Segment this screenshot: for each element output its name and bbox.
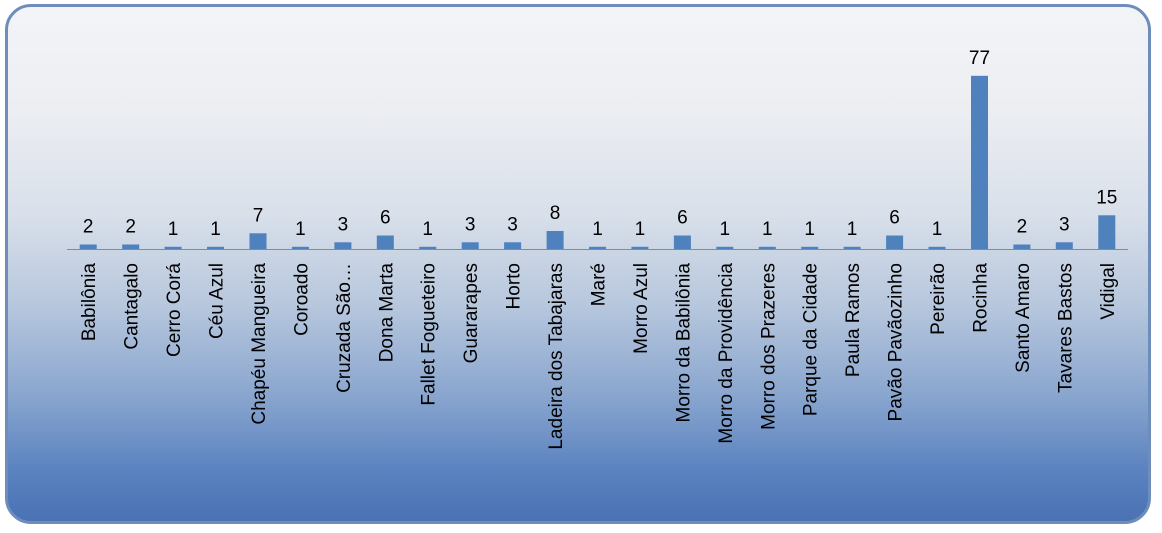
data-label: 1	[422, 219, 433, 240]
category-label: Dona Marta	[376, 263, 397, 363]
data-label: 1	[804, 219, 815, 240]
data-label: 1	[592, 219, 603, 240]
bar	[801, 246, 819, 250]
category-label: Coroado	[291, 263, 312, 336]
data-label: 3	[507, 214, 518, 235]
category-label: Guararapes	[461, 263, 482, 363]
category-label: Tavares Bastos	[1055, 263, 1076, 393]
data-label: 6	[677, 208, 688, 229]
category-label: Babilônia	[79, 263, 100, 342]
bar	[1055, 242, 1073, 250]
data-label: 2	[83, 217, 94, 238]
category-label: Morro da Providência	[716, 263, 737, 444]
bar	[376, 235, 394, 249]
bar	[716, 246, 734, 250]
bar	[673, 235, 691, 249]
category-label: Parque da Cidade	[801, 263, 822, 416]
category-label: Vidigal	[1098, 263, 1119, 320]
category-label: Pavão Pavãozinho	[886, 263, 907, 421]
data-label: 77	[969, 48, 990, 69]
bar	[207, 246, 224, 250]
bar	[886, 235, 904, 249]
category-labels-layer: Babilônia Cantagalo Cerro Corá Céu Azul Chap…	[79, 263, 1119, 450]
bar	[291, 246, 309, 250]
data-label: 6	[889, 208, 900, 229]
bar	[631, 246, 649, 250]
category-label: Pereirão	[928, 263, 949, 335]
category-label: Horto	[504, 263, 525, 309]
data-label: 1	[932, 219, 943, 240]
category-label: Ladeira dos Tabajaras	[546, 263, 567, 450]
data-label: 1	[295, 219, 306, 240]
data-label: 1	[720, 219, 731, 240]
category-label: Morro da Babilônia	[673, 263, 694, 423]
bar	[334, 242, 352, 250]
category-label: Morro dos Prazeres	[758, 263, 779, 430]
data-label: 1	[168, 219, 179, 240]
bar	[1013, 244, 1031, 249]
chart-frame: 2 2 1 1 7 1 3 6 1 3 3 8 1 1 6 1 1 1 1 6 1 77 2 3 15 Babilônia Can…	[5, 4, 1151, 524]
data-label: 1	[762, 219, 773, 240]
bar	[928, 246, 946, 250]
bar	[461, 242, 479, 250]
data-label: 1	[847, 219, 858, 240]
data-label: 2	[1017, 217, 1028, 238]
category-label: Maré	[589, 263, 610, 306]
bar	[589, 246, 606, 250]
category-label: Cruzada São…	[334, 263, 355, 393]
bars-layer	[79, 75, 1116, 250]
category-label: Paula Ramos	[843, 263, 864, 377]
category-label: Rocinha	[971, 263, 992, 333]
bar	[758, 246, 776, 250]
data-label: 2	[125, 217, 136, 238]
data-label: 1	[210, 219, 221, 240]
bar	[122, 244, 140, 249]
data-label: 1	[635, 219, 646, 240]
bar	[164, 246, 182, 250]
bar	[504, 242, 522, 250]
bar	[419, 246, 437, 250]
category-label: Morro Azul	[631, 263, 652, 354]
bar	[843, 246, 861, 250]
category-label: Chapéu Mangueira	[249, 263, 270, 425]
category-label: Cantagalo	[122, 263, 143, 350]
data-label: 15	[1096, 187, 1117, 208]
category-label: Cerro Corá	[164, 263, 185, 357]
category-label: Céu Azul	[207, 263, 228, 339]
bar	[249, 233, 267, 250]
bar	[971, 75, 988, 250]
data-label: 7	[253, 205, 264, 226]
bar	[546, 231, 564, 249]
bar	[1098, 215, 1116, 250]
data-label: 6	[380, 208, 391, 229]
data-label: 8	[550, 203, 561, 224]
data-label: 3	[1059, 214, 1070, 235]
category-label: Fallet Fogueteiro	[419, 263, 440, 406]
bar	[79, 244, 97, 249]
category-label: Santo Amaro	[1013, 263, 1034, 373]
data-label: 3	[465, 214, 476, 235]
data-label: 3	[338, 214, 349, 235]
